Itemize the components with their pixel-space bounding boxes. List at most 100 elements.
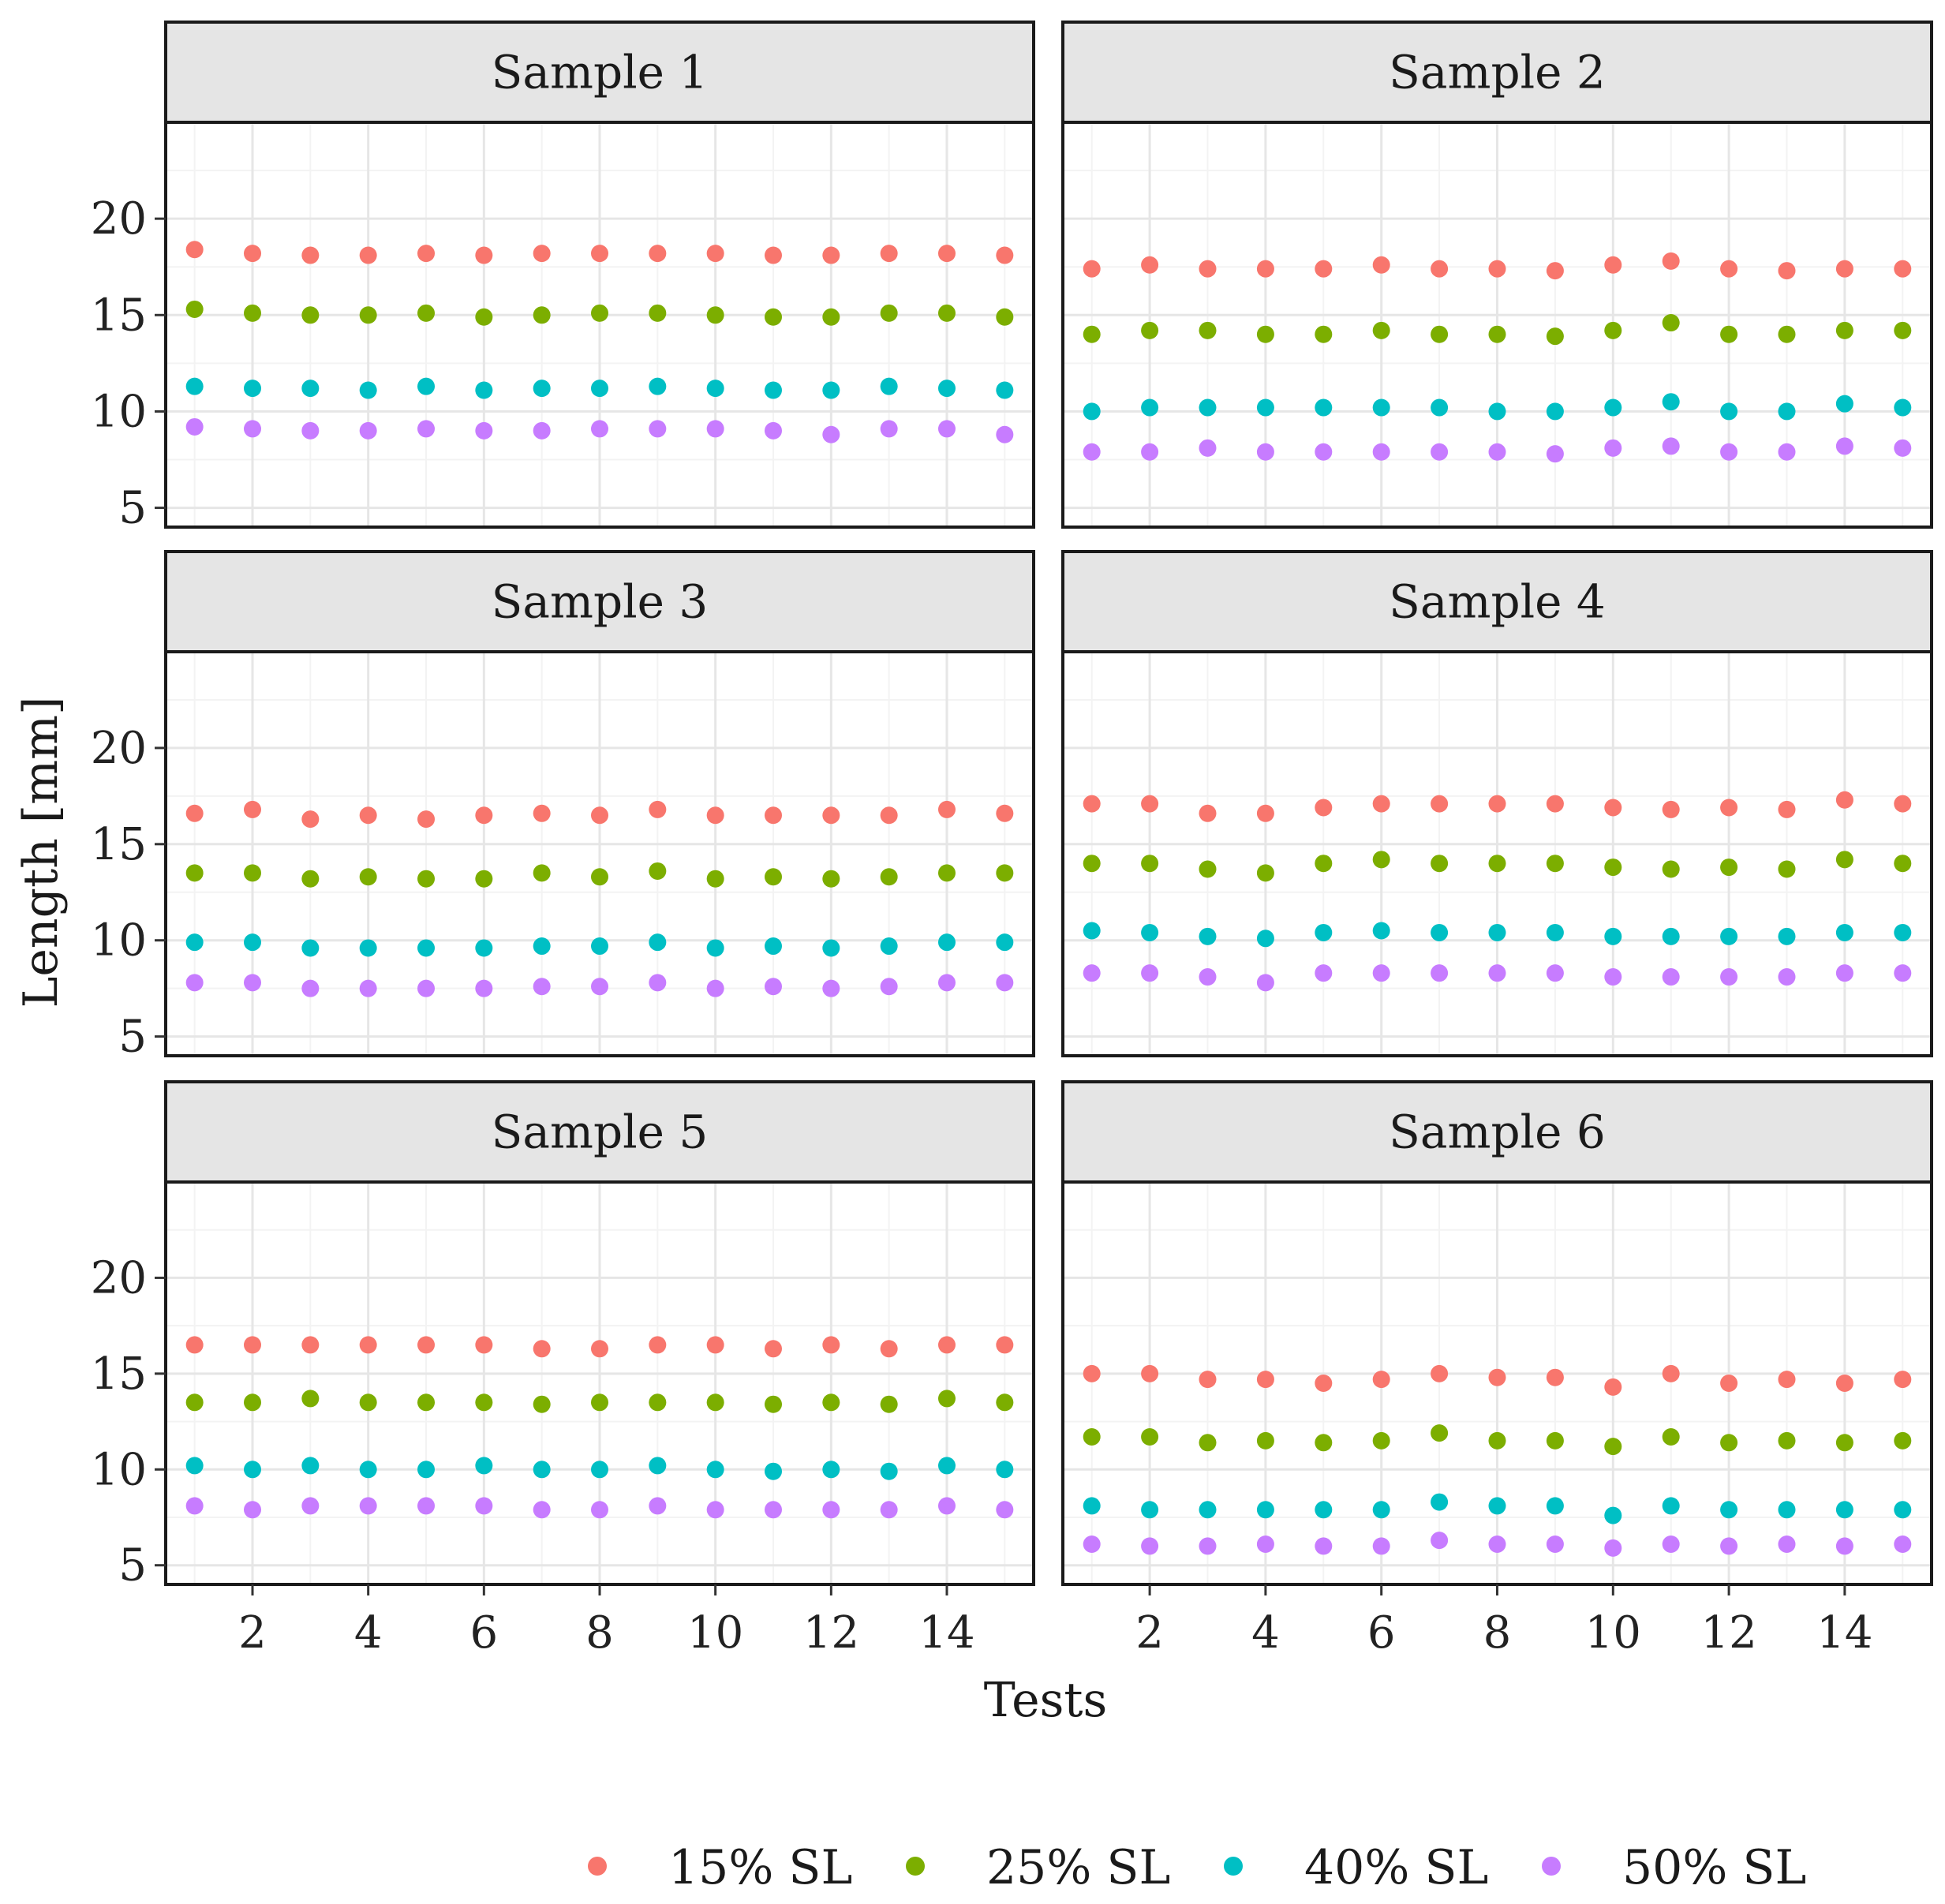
data-point [1315, 1375, 1333, 1392]
data-point [1315, 964, 1333, 982]
data-point [417, 939, 435, 957]
data-point [417, 1393, 435, 1412]
data-point [880, 1395, 898, 1413]
data-point [649, 1336, 667, 1354]
data-point [1604, 858, 1622, 877]
data-point [1835, 1501, 1853, 1519]
data-point [1141, 964, 1159, 982]
data-point [475, 870, 493, 888]
data-point [417, 420, 435, 438]
data-point [1256, 1501, 1274, 1519]
data-point [706, 1393, 724, 1412]
data-point [1894, 923, 1912, 941]
data-point [706, 420, 724, 438]
data-point [475, 1457, 493, 1475]
data-point [706, 1501, 724, 1519]
legend-item: 40% SL [1224, 1840, 1488, 1895]
data-point [1778, 402, 1796, 421]
data-point [706, 245, 724, 263]
x-tick-label: 12 [803, 1607, 859, 1659]
data-point [1372, 443, 1390, 461]
data-point [1488, 1431, 1506, 1450]
data-point [185, 300, 204, 318]
data-point [765, 978, 782, 996]
data-point [996, 974, 1014, 992]
data-point [1199, 260, 1217, 278]
legend-label: 25% SL [986, 1840, 1170, 1895]
data-point [1199, 1434, 1217, 1452]
legend-key [906, 1857, 925, 1876]
data-point [1083, 260, 1101, 278]
data-point [301, 1497, 320, 1515]
data-point [880, 420, 898, 438]
y-tick-label: 20 [91, 193, 147, 245]
y-tick-label: 15 [91, 1349, 147, 1400]
data-point [475, 308, 493, 326]
data-point [1431, 398, 1449, 417]
data-point [1835, 1434, 1853, 1452]
data-point [1141, 923, 1159, 941]
data-point [1488, 855, 1506, 873]
x-tick-label: 2 [238, 1607, 267, 1659]
data-point [185, 974, 204, 992]
data-point [765, 1395, 782, 1413]
y-tick-label: 20 [91, 723, 147, 774]
data-point [359, 1497, 377, 1515]
data-point [591, 978, 608, 996]
y-axis-title: Length [mm] [13, 697, 69, 1008]
data-point [359, 381, 377, 399]
data-point [1720, 1434, 1738, 1452]
data-point [301, 421, 320, 440]
data-point [244, 380, 261, 398]
data-point [533, 1340, 551, 1358]
data-point [1372, 922, 1390, 940]
data-point [1256, 1371, 1274, 1389]
data-point [1604, 968, 1622, 986]
y-tick-label: 5 [118, 483, 147, 534]
data-point [417, 810, 435, 829]
data-point [1488, 260, 1506, 278]
data-point [880, 245, 898, 263]
data-point [1256, 1536, 1274, 1553]
data-point [1199, 1537, 1217, 1555]
facet-panel-2: Sample 2 [1061, 21, 1933, 529]
data-point [185, 377, 204, 395]
data-point [1778, 325, 1796, 343]
data-point [1141, 1428, 1159, 1446]
data-point [359, 868, 377, 886]
y-tick-label: 15 [91, 819, 147, 870]
legend-label: 40% SL [1304, 1840, 1488, 1895]
data-point [417, 1336, 435, 1354]
data-point [765, 937, 782, 956]
data-point [706, 1461, 724, 1479]
data-point [706, 979, 724, 997]
data-point [822, 425, 840, 443]
data-point [938, 1336, 956, 1354]
data-point [1778, 1536, 1796, 1553]
data-point [1546, 1536, 1564, 1553]
data-point [1778, 860, 1796, 878]
data-point [1199, 804, 1217, 822]
data-point [244, 1501, 261, 1519]
data-point [244, 1461, 261, 1479]
data-point [1835, 851, 1853, 869]
data-point [533, 306, 551, 324]
legend-item: 25% SL [906, 1840, 1170, 1895]
data-point [359, 939, 377, 957]
data-point [1662, 927, 1680, 945]
data-point [1894, 1536, 1912, 1553]
x-tick-label: 4 [354, 1607, 383, 1659]
data-point [1256, 325, 1274, 343]
data-point [417, 870, 435, 888]
data-point [1141, 256, 1159, 274]
data-point [938, 933, 956, 952]
data-point [1315, 1501, 1333, 1519]
data-point [1488, 1368, 1506, 1386]
data-point [1662, 1428, 1680, 1446]
data-point [822, 1501, 840, 1519]
facet-strip-label: Sample 2 [1389, 46, 1606, 99]
data-point [533, 937, 551, 956]
data-point [244, 864, 261, 882]
data-point [996, 425, 1014, 443]
facet-strip-label: Sample 3 [492, 575, 709, 629]
